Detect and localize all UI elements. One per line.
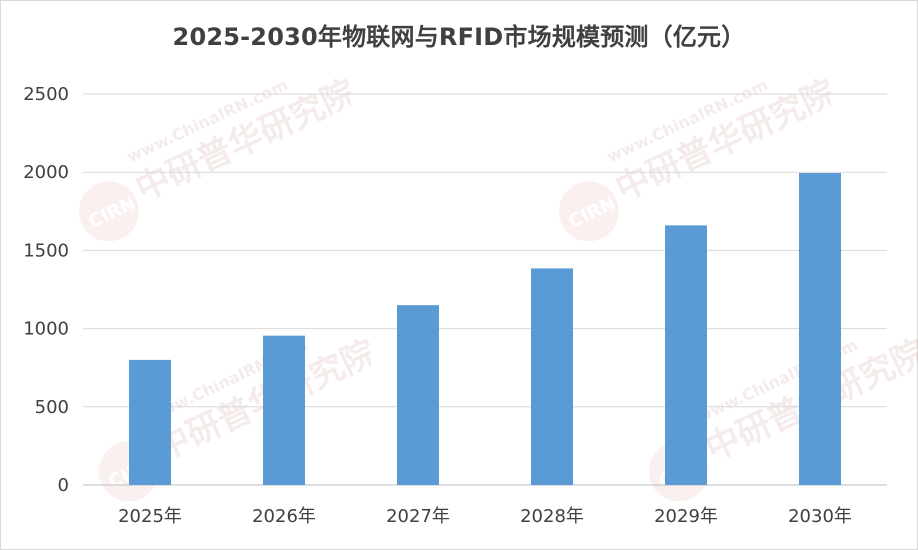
y-tick-label: 500 (35, 397, 69, 418)
x-tick-label: 2028年 (520, 506, 584, 527)
bar-2029年 (665, 225, 707, 485)
y-tick-label: 0 (58, 475, 69, 496)
y-tick-label: 1500 (23, 240, 69, 261)
x-tick-label: 2030年 (788, 506, 852, 527)
bar-series (129, 172, 841, 485)
bar-2030年 (799, 172, 841, 485)
bar-2026年 (263, 335, 305, 485)
x-tick-label: 2026年 (252, 506, 316, 527)
bar-2027年 (397, 305, 439, 485)
x-axis-ticks: 2025年 2026年 2027年 2028年 2029年 2030年 (118, 506, 852, 527)
bar-2025年 (129, 359, 171, 485)
x-tick-label: 2029年 (654, 506, 718, 527)
gridlines (83, 93, 887, 486)
chart-title: 2025-2030年物联网与RFID市场规模预测（亿元） (172, 23, 746, 51)
bar-2028年 (531, 268, 573, 485)
x-tick-label: 2027年 (386, 506, 450, 527)
y-tick-label: 2500 (23, 84, 69, 105)
y-axis-ticks: 0 500 1000 1500 2000 2500 (23, 84, 69, 496)
y-tick-label: 2000 (23, 162, 69, 183)
y-tick-label: 1000 (23, 319, 69, 340)
x-tick-label: 2025年 (118, 506, 182, 527)
